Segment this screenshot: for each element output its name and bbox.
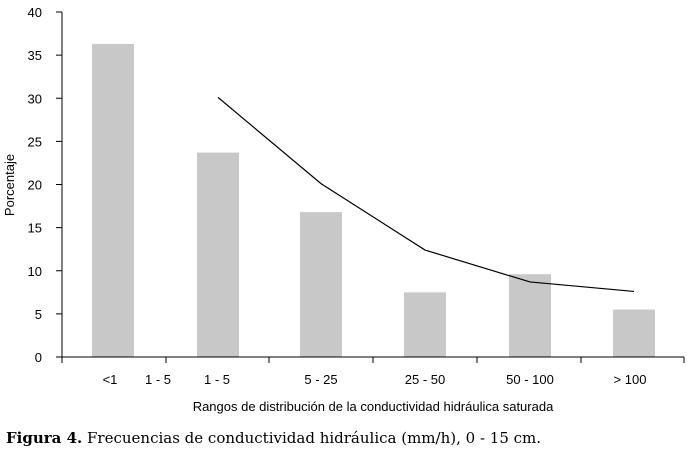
axes-layer <box>61 12 684 358</box>
x-ticks: <1 1 - 5 1 - 5 5 - 25 25 - 50 50 - 100 > 100 <box>61 357 685 387</box>
x-tick-label: 25 - 50 <box>405 372 445 387</box>
line-layer <box>217 96 635 293</box>
x-tick-label: 50 - 100 <box>506 372 554 387</box>
bar <box>300 212 342 357</box>
y-tick-label: 5 <box>35 307 42 322</box>
y-ticks: 0 5 10 15 20 25 30 35 40 <box>28 5 62 365</box>
y-tick-label: 35 <box>28 48 42 63</box>
x-tick-label: 5 - 25 <box>304 372 337 387</box>
x-tick-label: 1 - 5 <box>204 372 230 387</box>
series-line <box>217 96 635 293</box>
y-tick-label: 15 <box>28 221 42 236</box>
x-axis-title: Rangos de distribución de la conductivid… <box>193 399 554 414</box>
x-tick-label: <1 <box>103 372 118 387</box>
bar <box>613 309 655 357</box>
bar <box>509 274 551 357</box>
y-tick-label: 30 <box>28 91 42 106</box>
y-tick-label: 20 <box>28 178 42 193</box>
x-tick-label: > 100 <box>614 372 647 387</box>
y-tick-label: 0 <box>35 350 42 365</box>
x-tick-label: 1 - 5 <box>145 372 171 387</box>
caption-label: Figura 4. <box>6 429 83 447</box>
figure-caption: Figura 4. Frecuencias de conductividad h… <box>6 429 541 447</box>
bar <box>92 43 134 357</box>
caption-text: Frecuencias de conductividad hidráulica … <box>82 429 542 447</box>
bar <box>404 292 446 357</box>
bar <box>197 152 239 357</box>
chart: 0 5 10 15 20 25 30 35 40 <1 1 - 5 1 - 5 5 - 25 25 - … <box>2 5 685 414</box>
bars-layer <box>92 43 655 357</box>
y-tick-label: 10 <box>28 264 42 279</box>
y-tick-label: 40 <box>28 5 42 20</box>
y-axis-title: Porcentaje <box>2 154 17 216</box>
y-tick-label: 25 <box>28 134 42 149</box>
